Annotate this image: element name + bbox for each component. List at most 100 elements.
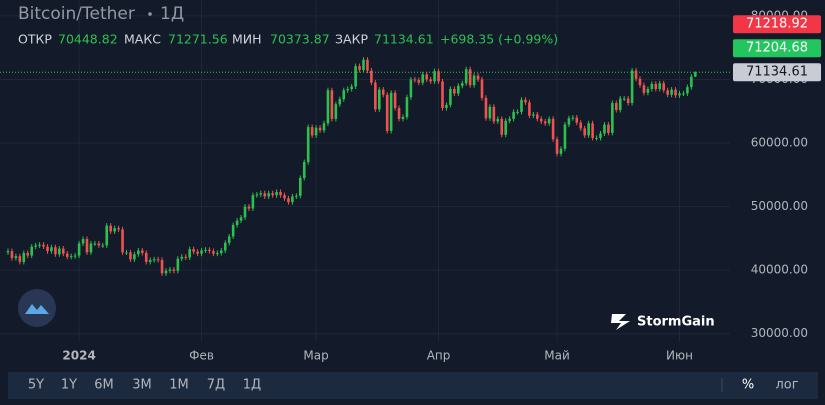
candle-body	[184, 256, 188, 258]
candle-body	[263, 193, 267, 197]
candle-body	[682, 93, 685, 95]
range-button[interactable]: 1M	[169, 378, 189, 393]
candle-body	[500, 118, 504, 135]
open-value: 70448.82	[58, 32, 118, 47]
candle-body	[338, 99, 342, 105]
candle-body	[555, 139, 559, 154]
candle-body	[259, 193, 263, 195]
candle-body	[385, 94, 389, 131]
candle-body	[137, 250, 140, 255]
range-button[interactable]: 1Y	[61, 378, 77, 393]
candle-body	[302, 162, 306, 178]
open-label: ОТКР	[18, 32, 52, 47]
candle-body	[109, 225, 112, 232]
logo-text: StormGain	[637, 315, 715, 330]
candle-body	[551, 118, 555, 140]
candle-body	[97, 243, 101, 246]
candle-body	[508, 118, 511, 121]
candle-body	[413, 79, 417, 81]
candle-body	[579, 122, 583, 129]
candle-body	[603, 124, 606, 134]
candle-body	[634, 70, 638, 79]
candle-body	[595, 137, 598, 139]
candle-body	[441, 81, 444, 109]
candle-body	[58, 248, 61, 255]
candle-body	[113, 228, 116, 232]
candle-body	[291, 196, 294, 203]
y-tick-label: 30000.00	[751, 326, 808, 340]
candle-body	[421, 74, 425, 83]
candle-body	[654, 83, 658, 89]
candle-body	[512, 111, 515, 119]
candle-body	[472, 75, 476, 86]
candle-body	[125, 252, 128, 254]
candle-body	[10, 251, 14, 259]
candle-body	[306, 127, 310, 163]
candle-body	[54, 247, 57, 255]
candle-body	[445, 104, 448, 109]
candle-body	[583, 128, 586, 136]
candle-body	[105, 225, 109, 246]
candle-body	[536, 114, 539, 119]
candle-body	[251, 195, 255, 209]
candle-body	[156, 259, 160, 261]
candle-body	[267, 193, 270, 197]
candle-body	[401, 116, 405, 119]
candle-body	[378, 89, 381, 110]
candle-body	[6, 251, 10, 253]
candle-body	[239, 217, 243, 221]
candle-body	[46, 246, 49, 252]
candle-body	[567, 118, 571, 125]
candle-body	[571, 117, 575, 119]
candle-body	[152, 259, 156, 261]
candle-body	[642, 85, 646, 93]
candle-body	[488, 106, 492, 119]
candle-body	[42, 244, 45, 247]
candle-body	[417, 80, 421, 83]
candle-body	[168, 269, 172, 271]
candle-body	[409, 79, 413, 98]
brand-badge	[18, 289, 56, 327]
candle-body	[350, 86, 353, 89]
candle-body	[524, 99, 527, 103]
candle-body	[176, 258, 180, 271]
log-toggle[interactable]: лог	[775, 378, 798, 393]
candle-body	[192, 249, 195, 252]
candle-body	[144, 253, 148, 262]
candle-body	[275, 191, 278, 196]
candle-body	[77, 243, 81, 256]
brand-icon	[25, 304, 49, 314]
candle-body	[247, 206, 251, 209]
candle-body	[346, 88, 349, 91]
candle-body	[34, 245, 37, 247]
candle-body	[575, 117, 579, 123]
candle-body	[200, 250, 203, 254]
candle-body	[611, 102, 614, 133]
x-tick-label: Фев	[189, 349, 214, 363]
candle-body	[381, 89, 385, 95]
range-button[interactable]: 6M	[94, 378, 114, 393]
range-button[interactable]: 5Y	[28, 378, 44, 393]
candle-body	[460, 83, 464, 86]
candle-body	[666, 90, 669, 95]
percent-toggle[interactable]: %	[742, 378, 754, 393]
candle-body	[362, 59, 365, 70]
range-button[interactable]: 7Д	[207, 378, 225, 393]
candle-body	[235, 220, 239, 226]
candle-body	[322, 123, 326, 131]
candle-body	[480, 79, 484, 98]
range-button[interactable]: 1Д	[243, 378, 261, 393]
candle-body	[314, 127, 318, 136]
low-label: МИН	[232, 32, 262, 47]
candle-body	[172, 269, 176, 271]
candle-body	[543, 121, 547, 124]
candle-body	[310, 127, 314, 136]
candle-body	[464, 69, 468, 84]
candle-body	[216, 253, 219, 255]
candle-body	[148, 259, 152, 262]
range-button[interactable]: 3M	[132, 378, 152, 393]
candle-body	[658, 83, 662, 89]
candle-body	[318, 127, 322, 131]
